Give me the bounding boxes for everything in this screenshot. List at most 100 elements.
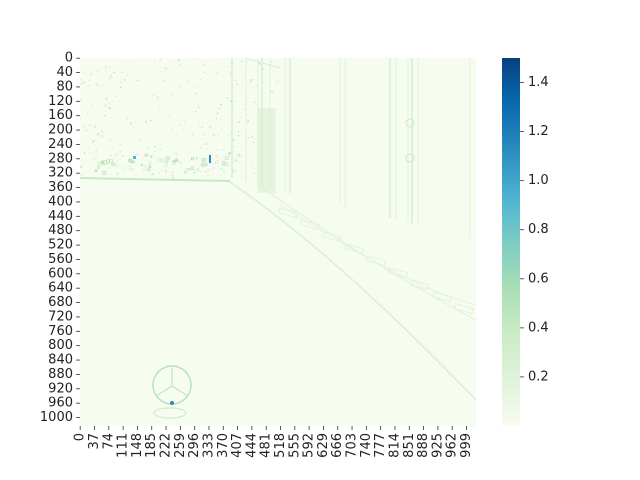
colorbar-tick-label: 1.0 [528,173,549,188]
foliage-texture [80,58,280,179]
texture-speck [198,106,200,109]
texture-speck [86,112,89,114]
texture-speck [137,58,139,59]
texture-speck [211,69,213,72]
texture-speck [94,150,98,153]
texture-speck [190,166,195,171]
x-tick-label: 444 [244,433,259,458]
paving-slab [388,267,408,279]
texture-speck [173,159,176,163]
texture-speck [195,110,198,113]
facade-edge [405,153,415,163]
texture-speck [134,117,136,119]
texture-speck [207,158,209,160]
texture-speck [112,162,116,167]
texture-speck [202,63,205,66]
colorbar-tick-label: 0.8 [528,222,549,237]
texture-speck [206,148,209,151]
texture-speck [80,173,83,176]
texture-speck [101,78,104,80]
texture-speck [201,157,206,162]
texture-speck [142,168,146,172]
texture-speck [209,125,212,128]
x-tick-label: 0 [73,433,88,441]
texture-speck [172,162,176,166]
texture-speck [123,78,126,82]
x-tick-label: 703 [345,433,360,458]
x-tick-label: 333 [201,433,216,458]
texture-speck [159,59,162,61]
texture-speck [237,120,241,123]
y-tick-label: 320 [48,166,73,181]
texture-speck [184,122,186,125]
y-tick-label: 280 [48,151,73,166]
facade-edge [244,58,281,69]
texture-speck [165,156,170,161]
texture-speck [160,158,165,163]
texture-speck [174,151,179,156]
texture-speck [171,128,173,131]
texture-speck [200,60,202,63]
texture-speck [187,81,189,84]
paving-slab [366,255,386,267]
texture-speck [87,85,89,88]
x-tick-label: 296 [187,433,202,458]
texture-speck [177,116,179,119]
texture-speck [126,74,129,77]
texture-speck [179,61,181,63]
texture-speck [204,162,207,164]
texture-speck [233,95,235,98]
texture-speck [156,96,159,99]
texture-speck [193,133,196,135]
texture-speck [113,71,116,74]
texture-speck [206,142,209,144]
texture-speck [237,153,241,157]
y-tick-label: 960 [48,396,73,411]
texture-speck [197,84,200,87]
paving-slab [432,291,452,303]
texture-speck [175,134,178,136]
texture-speck [204,143,207,145]
texture-speck [144,121,148,124]
texture-speck [92,140,95,143]
y-tick-label: 680 [48,295,73,310]
x-tick-label: 962 [445,433,460,458]
texture-speck [162,68,164,70]
texture-speck [246,60,248,63]
texture-speck [196,102,199,106]
texture-speck [221,161,226,166]
texture-speck [215,154,219,158]
texture-speck [98,133,100,135]
y-tick-label: 440 [48,209,73,224]
x-tick-label: 370 [216,433,231,458]
texture-speck [252,141,255,144]
y-tick-label: 600 [48,266,73,281]
x-tick-label: 518 [273,433,288,458]
texture-speck [200,170,202,172]
texture-speck [153,60,156,62]
y-tick-label: 800 [48,338,73,353]
texture-speck [167,115,171,117]
texture-speck [193,171,196,174]
texture-speck [107,95,109,98]
car-emblem [152,365,192,419]
x-tick-label: 407 [230,433,245,458]
x-tick-label: 777 [373,433,388,458]
texture-speck [195,156,199,160]
texture-speck [132,160,135,164]
texture-speck [177,59,181,62]
texture-speck [115,153,118,157]
y-tick-label: 0 [65,51,73,66]
texture-speck [227,97,229,99]
texture-speck [148,161,153,165]
texture-speck [130,168,134,172]
texture-speck [102,170,107,175]
texture-speck [120,81,122,83]
strong-edge-spot [133,156,136,159]
texture-speck [236,83,238,86]
paving-slab [322,231,342,243]
colorbar-tick-label: 1.4 [528,75,549,90]
texture-speck [241,160,243,163]
texture-speck [149,155,153,158]
